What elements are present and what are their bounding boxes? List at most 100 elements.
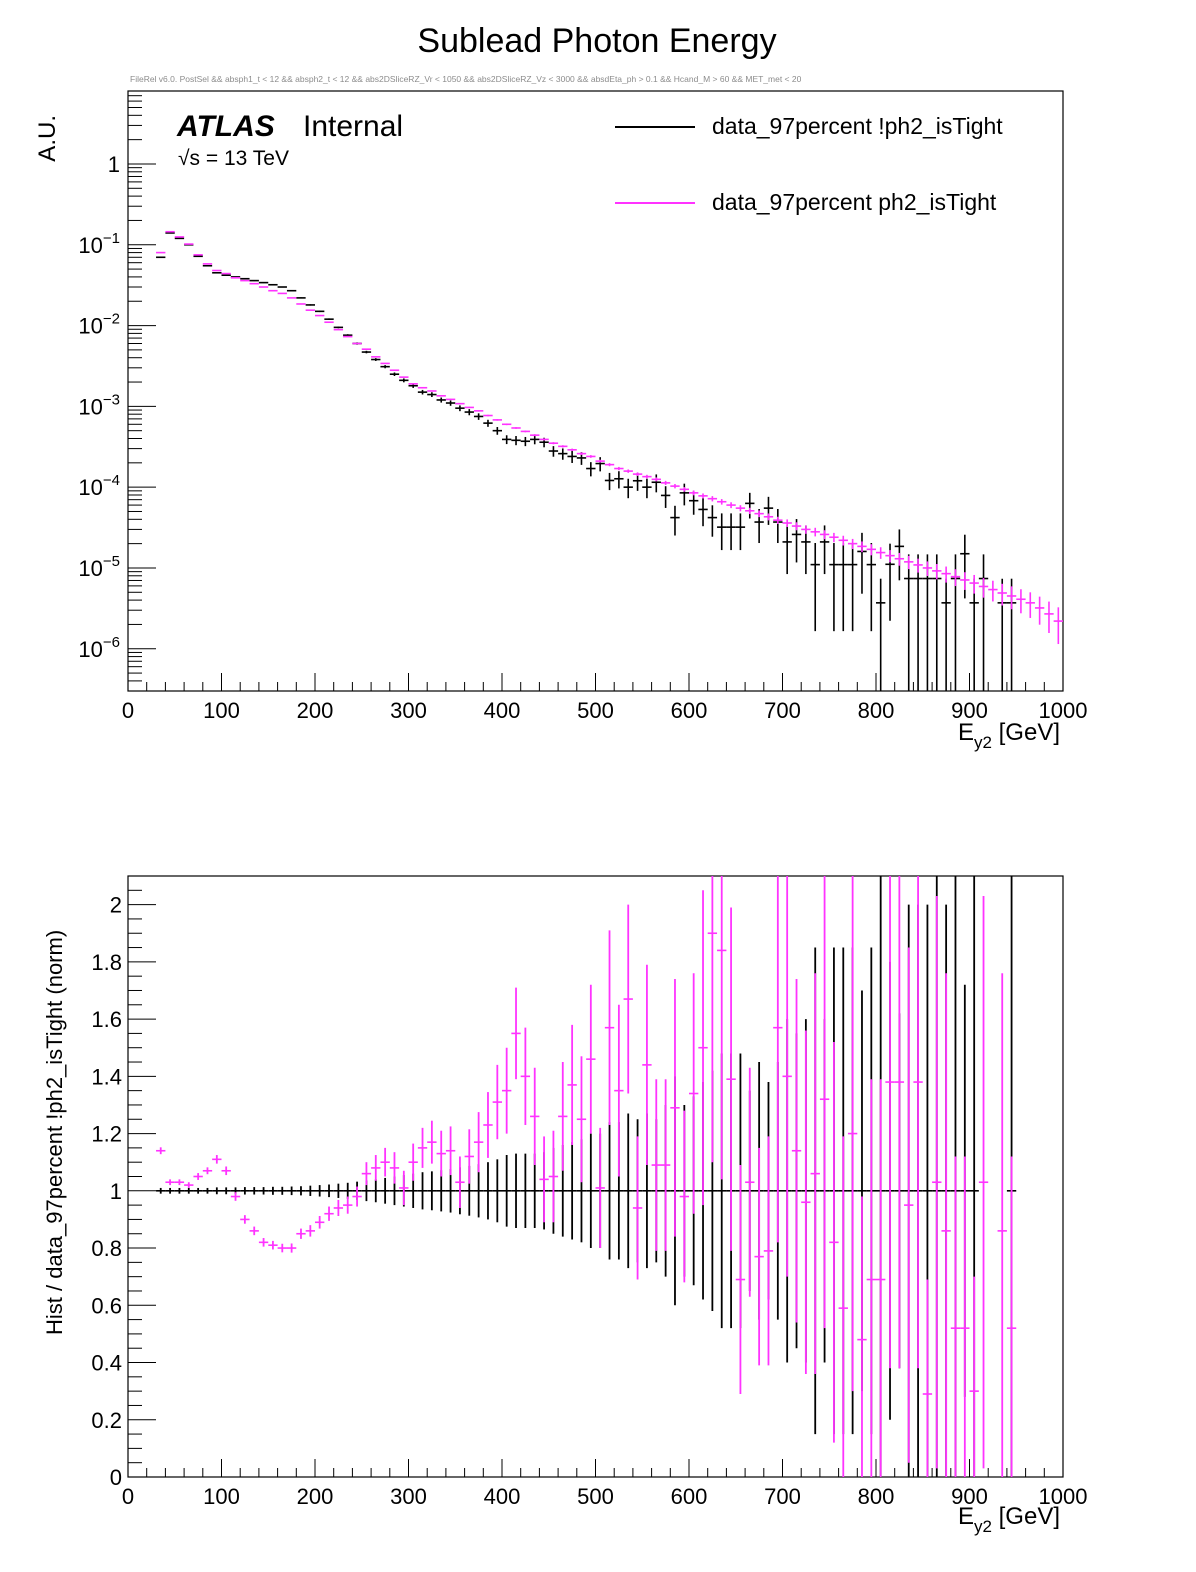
bottom-y-tick-label: 0 bbox=[110, 1465, 122, 1490]
bottom-point-tight bbox=[165, 1179, 175, 1186]
bottom-point-tight bbox=[735, 1165, 746, 1395]
bottom-x-tick-label: 900 bbox=[951, 1484, 988, 1509]
bottom-y-tick-label: 0.6 bbox=[91, 1293, 122, 1318]
bottom-point-tight bbox=[324, 1206, 334, 1221]
top-point-tight bbox=[670, 484, 680, 489]
bottom-point-tight bbox=[819, 876, 830, 1329]
top-point-not-tight bbox=[707, 505, 718, 537]
top-point-tight bbox=[651, 477, 661, 482]
top-point-not-tight bbox=[679, 483, 689, 506]
bottom-y-tick-label: 1.6 bbox=[91, 1007, 122, 1032]
bottom-x-tick-label: 500 bbox=[577, 1484, 614, 1509]
top-point-not-tight bbox=[268, 283, 278, 286]
top-point-not-tight bbox=[548, 446, 559, 457]
top-point-not-tight bbox=[586, 462, 596, 477]
bottom-point-not-tight bbox=[156, 1187, 166, 1194]
bottom-point-tight bbox=[268, 1240, 278, 1250]
top-point-tight bbox=[847, 538, 858, 550]
top-point-tight bbox=[885, 550, 895, 563]
bottom-point-tight bbox=[240, 1215, 250, 1224]
bottom-x-tick-label: 0 bbox=[122, 1484, 134, 1509]
top-point-not-tight bbox=[174, 237, 185, 240]
bottom-point-tight bbox=[296, 1228, 306, 1239]
bottom-point-tight bbox=[371, 1155, 381, 1181]
top-point-tight bbox=[539, 438, 549, 441]
bottom-point-tight bbox=[277, 1243, 287, 1253]
atlas-status: Internal bbox=[303, 110, 403, 143]
top-point-tight bbox=[969, 574, 979, 594]
bottom-point-tight bbox=[520, 1027, 531, 1125]
bottom-point-not-tight bbox=[623, 1113, 633, 1269]
bottom-point-tight bbox=[427, 1120, 437, 1164]
top-x-tick-label: 700 bbox=[764, 698, 801, 723]
bottom-point-tight bbox=[492, 1064, 502, 1140]
bottom-x-tick-label: 300 bbox=[390, 1484, 427, 1509]
bottom-point-tight bbox=[1006, 1156, 1017, 1477]
bottom-point-not-tight bbox=[333, 1183, 344, 1198]
top-point-not-tight bbox=[623, 478, 633, 499]
top-y-tick-label: 10−4 bbox=[78, 472, 120, 500]
bottom-point-tight bbox=[212, 1155, 222, 1164]
bottom-point-tight bbox=[689, 973, 699, 1214]
top-point-not-tight bbox=[473, 413, 484, 420]
top-point-tight bbox=[567, 448, 577, 452]
bottom-point-tight bbox=[286, 1243, 297, 1253]
top-point-tight bbox=[754, 510, 764, 518]
top-x-tick-label: 0 bbox=[122, 698, 134, 723]
top-point-not-tight bbox=[221, 274, 231, 277]
top-point-tight bbox=[1016, 589, 1026, 614]
top-point-tight bbox=[838, 535, 848, 546]
top-point-not-tight bbox=[258, 281, 269, 284]
top-point-not-tight bbox=[427, 392, 437, 398]
top-y-tick-label: 10−3 bbox=[78, 391, 120, 419]
top-point-not-tight bbox=[371, 358, 381, 361]
bottom-y-tick-label: 1.4 bbox=[91, 1064, 122, 1089]
top-y-tick-label: 10−1 bbox=[78, 230, 120, 258]
bottom-point-tight bbox=[651, 1079, 661, 1251]
top-point-tight bbox=[997, 583, 1007, 606]
bottom-point-tight bbox=[389, 1152, 400, 1184]
bottom-x-tick-label: 700 bbox=[764, 1484, 801, 1509]
top-y-tick-label: 10−5 bbox=[78, 553, 120, 581]
bottom-y-tick-label: 2 bbox=[110, 893, 122, 918]
top-point-tight bbox=[473, 410, 484, 412]
bottom-point-tight bbox=[333, 1199, 344, 1216]
top-point-tight bbox=[558, 445, 568, 448]
top-point-tight bbox=[950, 569, 961, 587]
top-point-tight bbox=[717, 499, 727, 505]
top-point-tight bbox=[1053, 607, 1063, 645]
bottom-x-axis-label: Ey2 [GeV] bbox=[958, 1503, 1060, 1536]
top-point-not-tight bbox=[595, 457, 605, 472]
top-point-tight bbox=[960, 572, 970, 590]
top-point-not-tight bbox=[698, 498, 708, 527]
bottom-point-not-tight bbox=[567, 1142, 577, 1240]
top-point-not-tight bbox=[651, 474, 661, 493]
top-point-not-tight bbox=[978, 554, 989, 691]
top-series-tight bbox=[156, 230, 1063, 645]
top-point-tight bbox=[857, 541, 867, 553]
top-point-tight bbox=[763, 513, 774, 521]
bottom-point-not-tight bbox=[315, 1185, 325, 1197]
bottom-point-tight bbox=[315, 1215, 325, 1229]
bottom-x-tick-label: 200 bbox=[297, 1484, 334, 1509]
top-point-tight bbox=[1034, 596, 1045, 625]
bottom-point-tight bbox=[773, 876, 783, 1243]
top-point-tight bbox=[343, 335, 353, 338]
bottom-point-not-tight bbox=[286, 1186, 297, 1196]
top-point-not-tight bbox=[567, 450, 577, 463]
top-point-not-tight bbox=[361, 350, 372, 354]
top-point-not-tight bbox=[520, 436, 531, 447]
bottom-point-not-tight bbox=[324, 1184, 334, 1198]
bottom-x-tick-label: 1000 bbox=[1039, 1484, 1088, 1509]
bottom-point-tight bbox=[894, 876, 905, 1369]
top-point-tight bbox=[389, 369, 400, 372]
top-panel: 0 100 200 300 400 500 600 700 800 900 1000 1 10−1 10… bbox=[34, 90, 1087, 752]
bottom-point-tight bbox=[763, 1136, 774, 1366]
top-point-not-tight bbox=[436, 397, 446, 403]
bottom-point-tight bbox=[604, 930, 615, 1125]
top-point-not-tight bbox=[941, 578, 951, 691]
top-point-not-tight bbox=[838, 543, 848, 632]
bottom-point-tight bbox=[632, 1136, 643, 1280]
top-x-tick-label: 400 bbox=[484, 698, 521, 723]
bottom-point-not-tight bbox=[240, 1187, 250, 1195]
